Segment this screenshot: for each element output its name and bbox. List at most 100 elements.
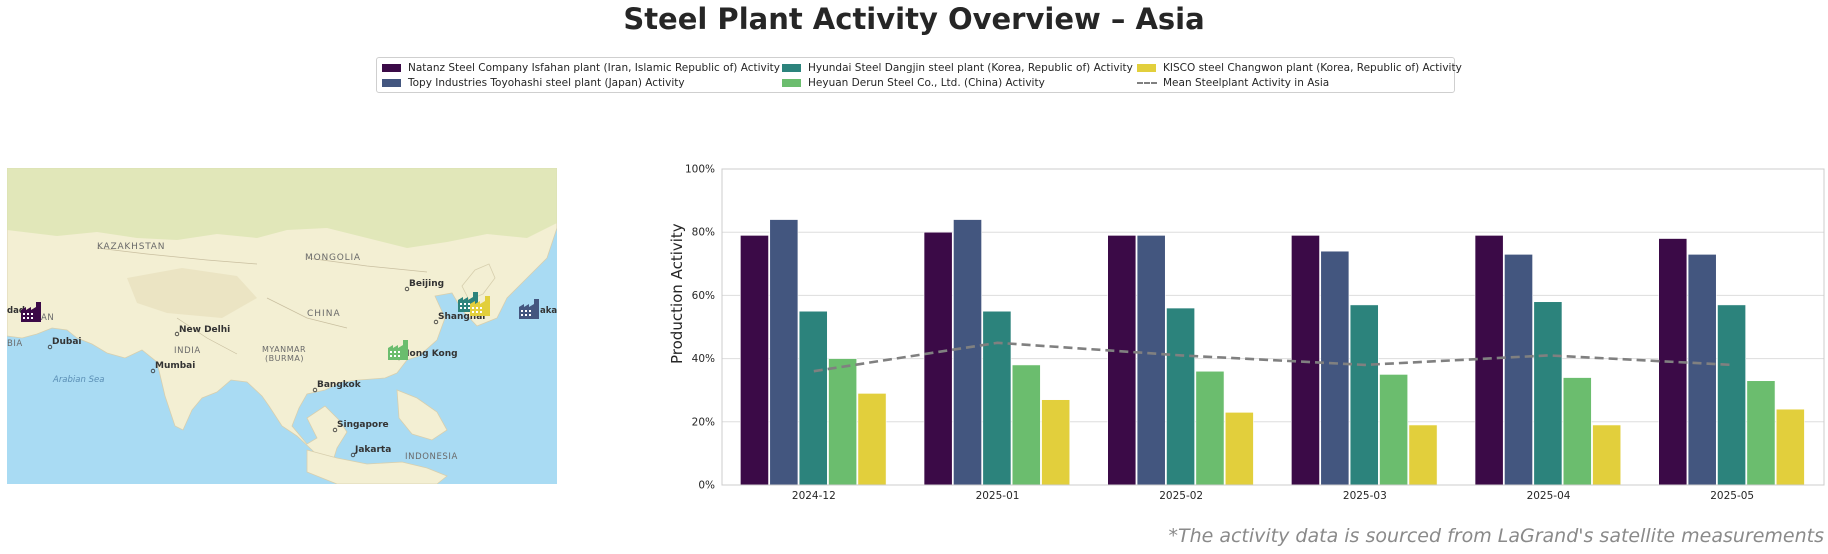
bar [1775,408,1805,486]
bar [1041,399,1071,486]
map-canvas: KAZAKHSTAN MONGOLIA CHINA INDIA MYANMAR … [7,168,557,484]
bar [1224,412,1254,486]
legend-label: Topy Industries Toyohashi steel plant (J… [408,77,685,89]
legend-item-heyuan: Heyuan Derun Steel Co., Ltd. (China) Act… [782,76,1045,90]
map-label-baghdad-partial: dad [7,306,25,316]
bar [1166,307,1195,486]
bar [857,393,887,486]
city-dot [332,427,338,433]
bar [740,235,769,486]
legend-swatch [1137,64,1156,72]
city-dot [47,344,53,350]
bar [923,231,953,486]
legend-item-hyundai: Hyundai Steel Dangjin steel plant (Korea… [782,61,1133,75]
city-dot [433,319,439,325]
y-tick-label: 20% [692,416,715,428]
legend-label: Natanz Steel Company Isfahan plant (Iran… [408,62,780,74]
x-tick-label: 2024-12 [792,490,836,500]
map-label-myanmar: MYANMAR [262,345,306,354]
bar [798,310,828,486]
legend-item-kisco: KISCO steel Changwon plant (Korea, Repub… [1137,61,1462,75]
map-label-shanghai: Shanghai [438,312,485,322]
map-label-burma: (BURMA) [265,354,304,363]
city-dot [150,368,156,374]
city-dot [174,331,180,337]
bar [982,310,1012,486]
map-label-indonesia: INDONESIA [405,452,458,462]
city-dot [404,286,410,292]
highland-region [127,268,257,318]
bar [828,358,858,486]
map-label-kazakhstan: KAZAKHSTAN [97,242,165,252]
map-label-bangkok: Bangkok [317,380,362,390]
x-tick-label: 2025-01 [976,490,1020,500]
map-label-jakarta: Jakarta [354,445,391,455]
bar [1504,254,1533,486]
legend-item-topy: Topy Industries Toyohashi steel plant (J… [382,76,685,90]
map-label-arabian-sea: Arabian Sea [52,375,104,385]
map-label-india: INDIA [174,346,201,356]
legend-label: Heyuan Derun Steel Co., Ltd. (China) Act… [808,77,1045,89]
map-label-osaka-partial: aka [540,306,557,316]
chart-legend: Natanz Steel Company Isfahan plant (Iran… [376,57,1462,93]
legend-label: Mean Steelplant Activity in Asia [1163,77,1330,89]
bar [1717,304,1746,486]
bar [1408,424,1438,486]
map-label-dubai: Dubai [52,337,81,347]
city-dot [312,387,318,393]
map-label-beijing: Beijing [409,279,444,289]
mean-line-group [813,341,1733,373]
source-note: *The activity data is sourced from LaGra… [1168,525,1824,547]
island-philippines [396,389,448,441]
page-title: Steel Plant Activity Overview – Asia [623,2,1205,36]
map-label-newdelhi: New Delhi [179,325,230,335]
map-label-singapore: Singapore [337,420,389,430]
legend-swatch [382,64,401,72]
bar [1107,235,1137,486]
bar [769,219,799,486]
bar [1349,304,1379,486]
mean-activity-line [813,341,1733,373]
map-label-arabia-partial: BIA [7,339,23,349]
legend-swatch [382,79,401,87]
bar [1687,254,1717,486]
bar [1746,380,1776,486]
bar [1533,301,1563,486]
bar [1592,424,1622,486]
plot-frame [721,168,1825,486]
legend-label: KISCO steel Changwon plant (Korea, Repub… [1163,62,1462,74]
y-tick-label: 0% [698,480,715,492]
y-tick-label: 40% [692,353,715,365]
bar [1195,370,1225,486]
city-dot [350,452,356,458]
y-tick-label: 80% [692,227,715,239]
legend-swatch [782,79,801,87]
vegetation-north [7,168,557,248]
borders [96,247,428,355]
y-tick-label: 60% [692,290,715,302]
legend-swatch [782,64,801,72]
bar [953,219,982,486]
legend-dashed-line [1137,82,1157,84]
map-label-hongkong: Hong Kong [402,349,458,359]
bar [1562,377,1592,486]
legend-item-natanz: Natanz Steel Company Isfahan plant (Iran… [382,61,780,75]
map-label-china: CHINA [307,309,341,319]
x-tick-label: 2025-02 [1159,490,1203,500]
x-tick-labels: 2024-12 2025-01 2025-02 2025-03 2025-04 2025-… [792,490,1754,500]
bar-group [740,219,1805,486]
bar-chart: 0% 20% 40% 60% 80% 100% 2024-12 2025-01 2025-02… [685,164,1825,500]
x-tick-label: 2025-04 [1527,490,1571,500]
x-tick-label: 2025-03 [1343,490,1387,500]
map-label-iran-partial: AN [41,313,54,323]
map-label-mumbai: Mumbai [155,361,195,371]
bar [1136,235,1166,486]
bar [1320,250,1350,486]
map-label-mongolia: MONGOLIA [305,253,361,263]
bar [1379,374,1409,486]
bar [1474,235,1504,486]
x-tick-label: 2025-05 [1710,490,1754,500]
bar [1011,364,1041,486]
legend-item-mean: Mean Steelplant Activity in Asia [1137,76,1329,90]
y-tick-label: 100% [685,164,715,176]
